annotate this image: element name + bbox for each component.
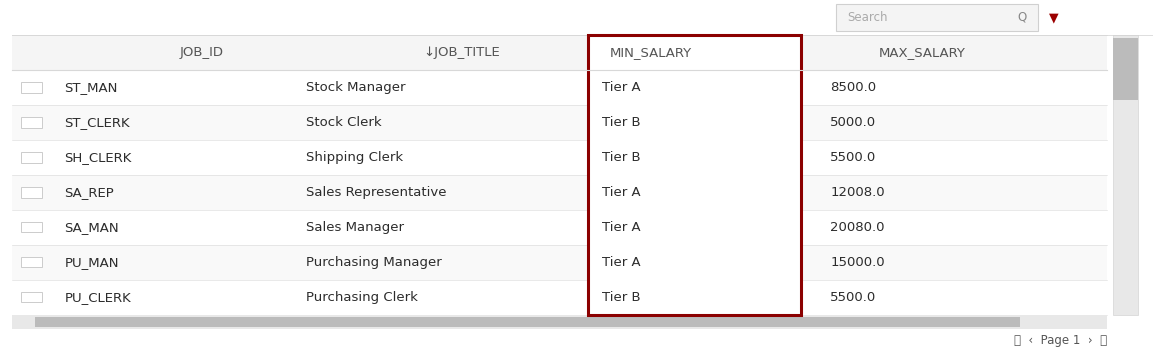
Bar (21, 117, 42, 127)
Text: 12008.0: 12008.0 (830, 186, 884, 199)
Text: SA_REP: SA_REP (65, 186, 114, 199)
Text: 15000.0: 15000.0 (830, 256, 884, 269)
Bar (21, 187, 42, 198)
Text: Tier B: Tier B (602, 291, 640, 304)
Text: Stock Clerk: Stock Clerk (306, 116, 382, 129)
Bar (12, 245, 1107, 280)
Bar (12, 35, 1107, 70)
Text: Search: Search (847, 11, 888, 24)
Text: 20080.0: 20080.0 (830, 221, 884, 234)
Bar (35, 317, 1020, 327)
Bar (1113, 38, 1138, 100)
Text: 8500.0: 8500.0 (830, 81, 876, 94)
Bar (21, 152, 42, 162)
Text: Stock Manager: Stock Manager (306, 81, 405, 94)
Text: MAX_SALARY: MAX_SALARY (879, 46, 966, 59)
Bar (1113, 35, 1138, 315)
Text: 5000.0: 5000.0 (830, 116, 876, 129)
Text: Tier B: Tier B (602, 151, 640, 164)
Bar (21, 257, 42, 268)
Text: Purchasing Manager: Purchasing Manager (306, 256, 442, 269)
Text: ↓JOB_TITLE: ↓JOB_TITLE (423, 46, 499, 59)
Text: PU_CLERK: PU_CLERK (65, 291, 131, 304)
Text: SA_MAN: SA_MAN (65, 221, 119, 234)
Bar (21, 292, 42, 302)
Text: MIN_SALARY: MIN_SALARY (610, 46, 692, 59)
Text: Purchasing Clerk: Purchasing Clerk (306, 291, 417, 304)
Text: Sales Representative: Sales Representative (306, 186, 446, 199)
Text: Tier A: Tier A (602, 186, 640, 199)
Text: Tier B: Tier B (602, 116, 640, 129)
Bar (21, 222, 42, 232)
Text: ST_MAN: ST_MAN (65, 81, 118, 94)
Bar (12, 105, 1107, 140)
Text: Tier A: Tier A (602, 256, 640, 269)
Text: Q: Q (1017, 11, 1026, 24)
Bar (12, 315, 1107, 329)
Text: ⏮  ‹  Page 1  ›  ⏯: ⏮ ‹ Page 1 › ⏯ (1013, 334, 1107, 347)
Text: Sales Manager: Sales Manager (306, 221, 404, 234)
Text: Shipping Clerk: Shipping Clerk (306, 151, 402, 164)
Text: SH_CLERK: SH_CLERK (65, 151, 131, 164)
Bar (21, 82, 42, 92)
Text: 5500.0: 5500.0 (830, 151, 876, 164)
Text: ST_CLERK: ST_CLERK (65, 116, 130, 129)
Text: Tier A: Tier A (602, 81, 640, 94)
Text: ▼: ▼ (1049, 11, 1058, 24)
Bar (836, 4, 1038, 31)
Text: JOB_ID: JOB_ID (180, 46, 224, 59)
Bar (588, 35, 801, 315)
Text: Tier A: Tier A (602, 221, 640, 234)
Text: PU_MAN: PU_MAN (65, 256, 119, 269)
Text: 5500.0: 5500.0 (830, 291, 876, 304)
Bar (588, 35, 801, 70)
Bar (12, 175, 1107, 210)
